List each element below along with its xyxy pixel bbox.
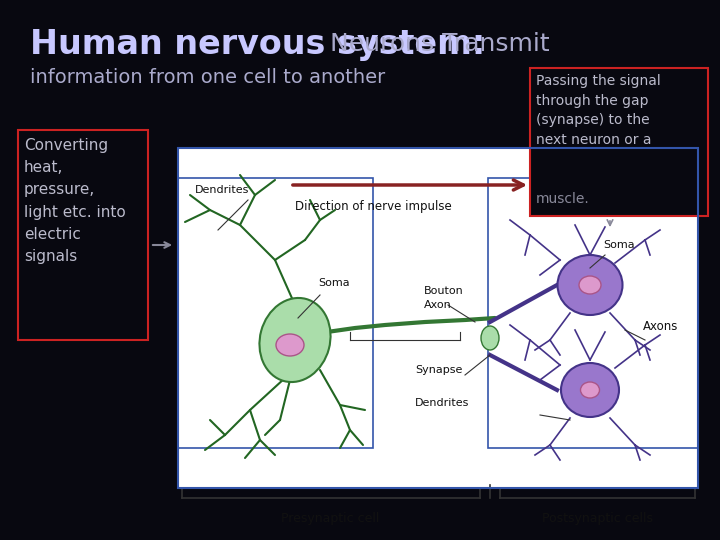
- FancyBboxPatch shape: [18, 130, 148, 340]
- Ellipse shape: [561, 363, 619, 417]
- Text: Converting
heat,
pressure,
light etc. into
electric
signals: Converting heat, pressure, light etc. in…: [24, 138, 126, 264]
- Text: Axon: Axon: [424, 300, 451, 310]
- Text: Synapse: Synapse: [415, 365, 462, 375]
- Text: Passing the signal
through the gap
(synapse) to the
next neuron or a: Passing the signal through the gap (syna…: [536, 74, 661, 146]
- Text: Dendrites: Dendrites: [195, 185, 249, 195]
- Text: Postsynaptic cells: Postsynaptic cells: [541, 512, 652, 525]
- FancyBboxPatch shape: [530, 68, 708, 216]
- Text: information from one cell to another: information from one cell to another: [30, 68, 385, 87]
- Text: Human nervous system:: Human nervous system:: [30, 28, 485, 61]
- Ellipse shape: [481, 326, 499, 350]
- FancyBboxPatch shape: [178, 148, 698, 488]
- Text: Dendrites: Dendrites: [415, 398, 469, 408]
- Text: Bouton: Bouton: [424, 286, 464, 296]
- Text: muscle.: muscle.: [536, 192, 590, 206]
- Ellipse shape: [276, 334, 304, 356]
- Text: Soma: Soma: [603, 240, 634, 250]
- Text: Presynaptic cell: Presynaptic cell: [281, 512, 379, 525]
- Text: Neurons Transmit: Neurons Transmit: [322, 32, 549, 56]
- Ellipse shape: [557, 255, 623, 315]
- Ellipse shape: [579, 276, 601, 294]
- Text: Soma: Soma: [318, 278, 350, 288]
- Text: Direction of nerve impulse: Direction of nerve impulse: [295, 200, 451, 213]
- Ellipse shape: [580, 382, 600, 398]
- Ellipse shape: [259, 298, 330, 382]
- Text: Axons: Axons: [643, 320, 678, 333]
